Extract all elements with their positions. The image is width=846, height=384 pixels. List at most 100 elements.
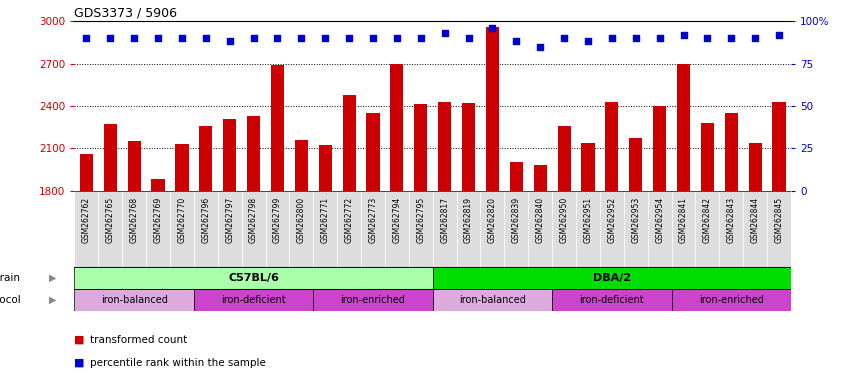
Text: iron-deficient: iron-deficient [580, 295, 644, 305]
Bar [170, 191, 194, 267]
Point [558, 35, 571, 41]
Bar [581, 142, 595, 191]
Bar [98, 191, 122, 267]
Point [294, 35, 308, 41]
Point [462, 35, 475, 41]
Point [509, 38, 523, 45]
Bar [552, 191, 576, 267]
Bar [74, 191, 98, 267]
Bar [552, 289, 672, 311]
Text: GSM262841: GSM262841 [679, 197, 688, 243]
Bar [504, 191, 528, 267]
Point [151, 35, 165, 41]
Bar [104, 124, 117, 191]
Text: GSM262842: GSM262842 [703, 197, 712, 243]
Text: protocol: protocol [0, 295, 20, 305]
Bar [313, 289, 432, 311]
Bar [576, 191, 600, 267]
Bar [338, 191, 361, 267]
Text: GSM262762: GSM262762 [82, 197, 91, 243]
Bar [672, 191, 695, 267]
Bar [438, 102, 451, 191]
Text: strain: strain [0, 273, 20, 283]
Bar [409, 191, 432, 267]
Text: GSM262844: GSM262844 [750, 197, 760, 243]
Point [103, 35, 117, 41]
Bar [600, 191, 624, 267]
Bar [432, 289, 552, 311]
Bar [74, 267, 432, 289]
Text: GSM262797: GSM262797 [225, 197, 234, 243]
Bar [217, 191, 242, 267]
Text: GSM262951: GSM262951 [584, 197, 592, 243]
Bar [146, 191, 170, 267]
Point [366, 35, 380, 41]
Text: GSM262800: GSM262800 [297, 197, 306, 243]
Bar [175, 144, 189, 191]
Text: iron-balanced: iron-balanced [459, 295, 526, 305]
Bar [457, 191, 481, 267]
Bar [271, 65, 284, 191]
Point [128, 35, 141, 41]
Bar [319, 146, 332, 191]
Text: C57BL/6: C57BL/6 [228, 273, 279, 283]
Bar [151, 179, 165, 191]
Text: GSM262819: GSM262819 [464, 197, 473, 243]
Bar [653, 106, 666, 191]
Text: ■: ■ [74, 335, 89, 345]
Point [343, 35, 356, 41]
Text: GSM262953: GSM262953 [631, 197, 640, 243]
Point [414, 35, 427, 41]
Text: GSM262950: GSM262950 [559, 197, 569, 243]
Bar [415, 104, 427, 191]
Point [438, 30, 452, 36]
Bar [767, 191, 791, 267]
Text: iron-enriched: iron-enriched [341, 295, 405, 305]
Text: GSM262765: GSM262765 [106, 197, 115, 243]
Point [199, 35, 212, 41]
Point [749, 35, 762, 41]
Text: GSM262840: GSM262840 [536, 197, 545, 243]
Text: ▶: ▶ [49, 273, 57, 283]
Text: GSM262794: GSM262794 [393, 197, 401, 243]
Text: GSM262796: GSM262796 [201, 197, 211, 243]
Bar [194, 191, 217, 267]
Bar [128, 141, 140, 191]
Text: GSM262795: GSM262795 [416, 197, 426, 243]
Text: ■: ■ [74, 358, 89, 368]
Text: GSM262768: GSM262768 [129, 197, 139, 243]
Point [724, 35, 738, 41]
Point [629, 35, 642, 41]
Bar [343, 94, 355, 191]
Point [80, 35, 93, 41]
Bar [242, 191, 266, 267]
Point [700, 35, 714, 41]
Bar [390, 63, 404, 191]
Text: GSM262843: GSM262843 [727, 197, 736, 243]
Bar [744, 191, 767, 267]
Bar [385, 191, 409, 267]
Bar [672, 289, 791, 311]
Point [247, 35, 261, 41]
Point [772, 31, 786, 38]
Text: GSM262799: GSM262799 [273, 197, 282, 243]
Text: DBA/2: DBA/2 [593, 273, 631, 283]
Text: iron-balanced: iron-balanced [101, 295, 168, 305]
Bar [605, 102, 618, 191]
Point [605, 35, 618, 41]
Bar [629, 138, 642, 191]
Bar [486, 27, 499, 191]
Bar [366, 113, 380, 191]
Text: GSM262771: GSM262771 [321, 197, 330, 243]
Point [318, 35, 332, 41]
Bar [223, 119, 236, 191]
Text: GSM262772: GSM262772 [344, 197, 354, 243]
Point [271, 35, 284, 41]
Bar [725, 113, 738, 191]
Text: percentile rank within the sample: percentile rank within the sample [90, 358, 266, 368]
Bar [648, 191, 672, 267]
Bar [510, 162, 523, 191]
Text: GSM262839: GSM262839 [512, 197, 521, 243]
Point [390, 35, 404, 41]
Text: GSM262845: GSM262845 [775, 197, 783, 243]
